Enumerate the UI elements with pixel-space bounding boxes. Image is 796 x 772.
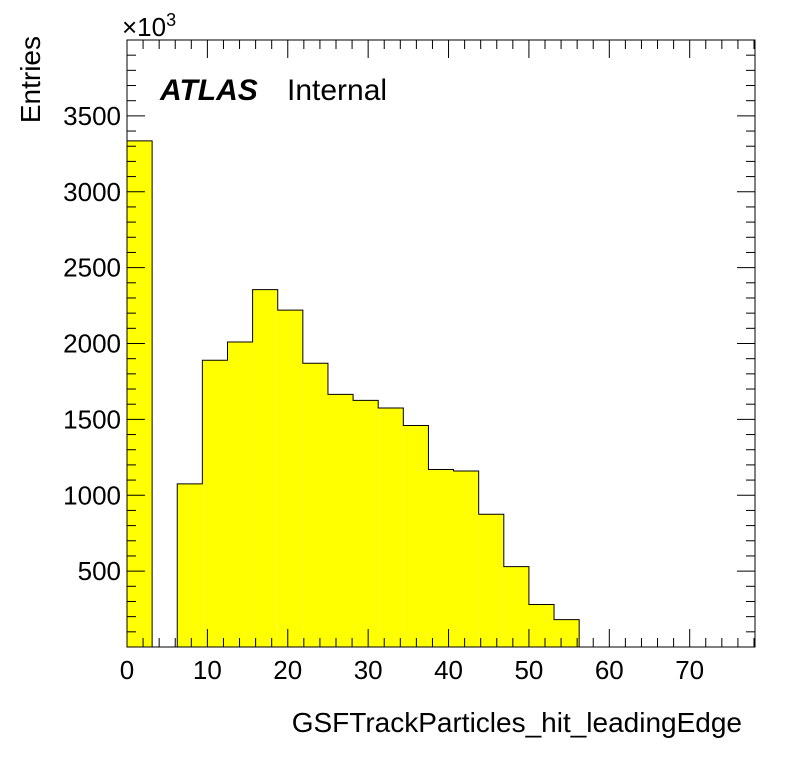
histogram-bar — [277, 310, 303, 647]
x-axis-title: GSFTrackParticles_hit_leadingEdge — [292, 707, 742, 738]
axis-ticks — [126, 40, 755, 647]
x-tick-label: 30 — [354, 655, 383, 685]
y-tick-label: 3000 — [63, 177, 121, 207]
atlas-label: ATLAS — [159, 74, 258, 107]
histogram-bar — [503, 566, 529, 647]
y-tick-label: 3500 — [63, 101, 121, 131]
y-tick-label: 2000 — [63, 329, 121, 359]
y-tick-label: 2500 — [63, 253, 121, 283]
histogram-bar — [554, 619, 580, 647]
histogram-bar — [528, 604, 555, 647]
y-multiplier-base: ×10 — [122, 12, 166, 42]
histogram-bar — [378, 407, 404, 647]
tick-labels: 0 10 20 30 40 50 60 70 500 1000 1500 2000 2500 3000 35… — [63, 101, 704, 685]
x-tick-label: 40 — [434, 655, 463, 685]
x-tick-label: 10 — [193, 655, 222, 685]
histogram-bar — [202, 360, 228, 647]
x-tick-label: 60 — [595, 655, 624, 685]
histogram-bar — [478, 514, 504, 647]
y-multiplier: ×103 — [122, 10, 176, 42]
y-tick-label: 1500 — [63, 404, 121, 434]
y-tick-label: 500 — [78, 556, 121, 586]
histogram-bar — [227, 341, 253, 647]
histogram-bar — [177, 483, 203, 647]
y-multiplier-exponent: 3 — [166, 10, 176, 30]
x-tick-label: 50 — [514, 655, 543, 685]
histogram-bar — [453, 470, 479, 647]
histogram-bar — [428, 469, 454, 647]
x-tick-label: 20 — [273, 655, 302, 685]
histogram-bar — [252, 289, 278, 647]
x-tick-label: 0 — [120, 655, 134, 685]
histogram-bar — [327, 394, 354, 647]
histogram-bar — [403, 425, 429, 647]
y-axis-title: Entries — [15, 36, 46, 123]
histogram-bar — [127, 140, 153, 647]
y-tick-label: 1000 — [63, 480, 121, 510]
histogram-bars — [126, 140, 580, 647]
histogram-bar — [302, 363, 328, 647]
histogram-bar — [353, 400, 379, 647]
internal-label: Internal — [287, 74, 387, 107]
x-tick-label: 70 — [675, 655, 704, 685]
